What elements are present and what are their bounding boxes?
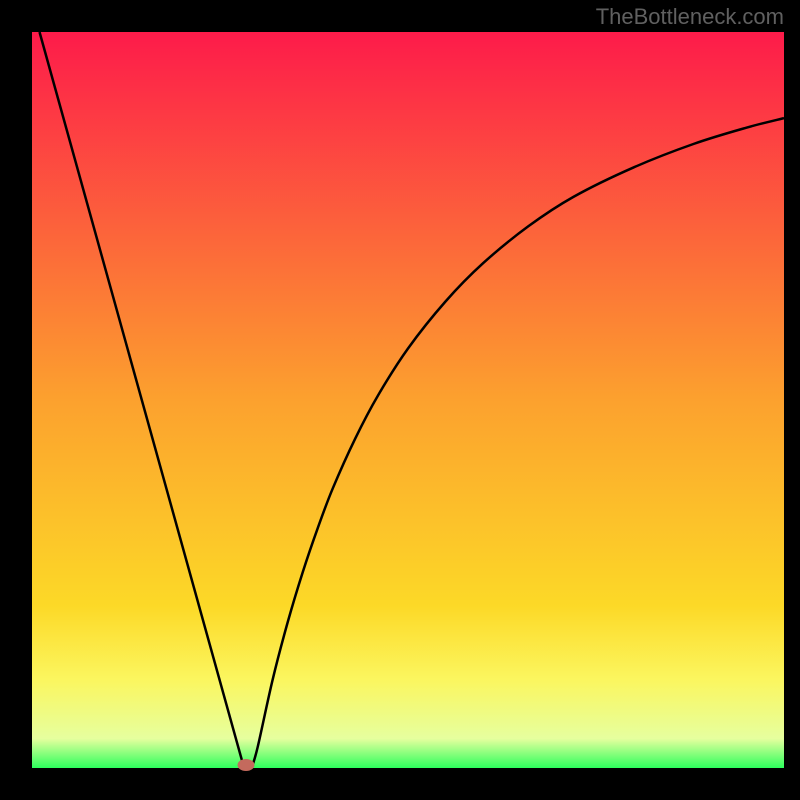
bottleneck-curve [32, 32, 784, 768]
curve-right-branch [252, 118, 784, 768]
minimum-marker [238, 759, 255, 771]
plot-gradient-background [32, 32, 784, 768]
watermark-text: TheBottleneck.com [596, 4, 784, 30]
curve-left-branch [40, 32, 245, 768]
